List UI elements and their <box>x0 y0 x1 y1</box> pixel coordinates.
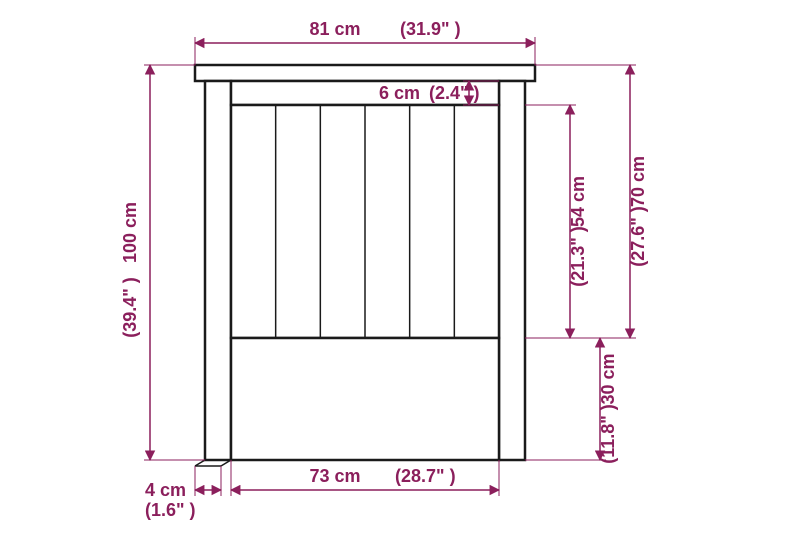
dim-height-legs: 30 cm <box>598 353 618 404</box>
dim-height-total: 100 cm <box>120 202 140 263</box>
svg-text:(11.8" ): (11.8" ) <box>598 404 618 464</box>
svg-text:(2.4" ): (2.4" ) <box>429 83 480 103</box>
dim-height-slats: 54 cm <box>568 176 588 227</box>
svg-text:(31.9" ): (31.9" ) <box>400 19 461 39</box>
svg-text:(27.6" ): (27.6" ) <box>628 206 648 267</box>
dim-width-inner: 73 cm <box>309 466 360 486</box>
dimension-diagram: 81 cm (31.9" ) 6 cm (2.4" ) 100 cm (39.4" ) 70… <box>0 0 800 533</box>
dim-depth: 4 cm <box>145 480 186 500</box>
dim-rail-height: 6 cm <box>379 83 420 103</box>
svg-text:(39.4" ): (39.4" ) <box>120 277 140 338</box>
svg-text:(28.7" ): (28.7" ) <box>395 466 456 486</box>
dim-width-top: 81 cm <box>309 19 360 39</box>
dim-height-upper: 70 cm <box>628 156 648 207</box>
svg-text:(1.6" ): (1.6" ) <box>145 500 196 520</box>
svg-text:(21.3" ): (21.3" ) <box>568 226 588 287</box>
